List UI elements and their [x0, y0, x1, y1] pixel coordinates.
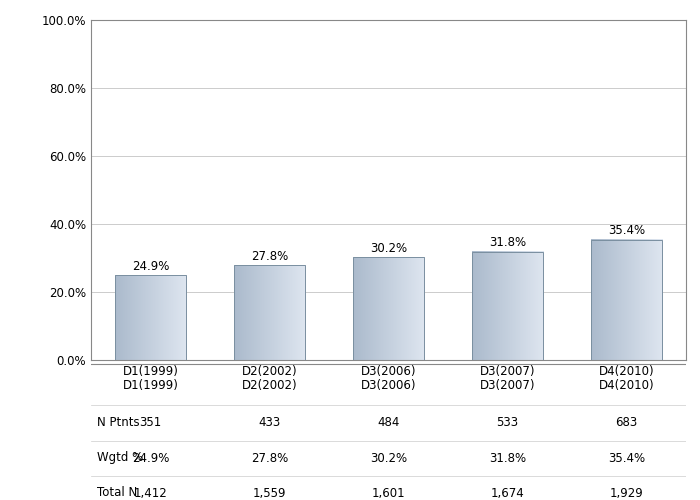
Text: 31.8%: 31.8% — [489, 236, 526, 249]
Text: D1(1999): D1(1999) — [122, 378, 178, 392]
Text: Total N: Total N — [97, 486, 137, 500]
Text: 35.4%: 35.4% — [608, 452, 645, 464]
Text: 1,601: 1,601 — [372, 486, 405, 500]
Text: 351: 351 — [139, 416, 162, 430]
Text: 31.8%: 31.8% — [489, 452, 526, 464]
Text: 1,674: 1,674 — [491, 486, 524, 500]
Bar — [472, 252, 543, 360]
Text: 27.8%: 27.8% — [251, 250, 288, 263]
Text: D4(2010): D4(2010) — [598, 378, 654, 392]
Text: 30.2%: 30.2% — [370, 452, 407, 464]
Text: 24.9%: 24.9% — [132, 260, 169, 272]
Text: 1,929: 1,929 — [610, 486, 643, 500]
Bar — [353, 258, 424, 360]
Text: 24.9%: 24.9% — [132, 452, 169, 464]
Text: 1,412: 1,412 — [134, 486, 167, 500]
Text: N Ptnts: N Ptnts — [97, 416, 139, 430]
Text: Wgtd %: Wgtd % — [97, 452, 144, 464]
Bar — [115, 276, 186, 360]
Text: D3(2007): D3(2007) — [480, 378, 536, 392]
Text: D2(2002): D2(2002) — [241, 378, 298, 392]
Text: 533: 533 — [496, 416, 519, 430]
Text: 484: 484 — [377, 416, 400, 430]
Bar — [591, 240, 662, 360]
Text: D3(2006): D3(2006) — [360, 378, 416, 392]
Text: 35.4%: 35.4% — [608, 224, 645, 237]
Bar — [234, 266, 305, 360]
Text: 1,559: 1,559 — [253, 486, 286, 500]
Text: 433: 433 — [258, 416, 281, 430]
Text: 27.8%: 27.8% — [251, 452, 288, 464]
Text: 683: 683 — [615, 416, 638, 430]
Text: 30.2%: 30.2% — [370, 242, 407, 254]
